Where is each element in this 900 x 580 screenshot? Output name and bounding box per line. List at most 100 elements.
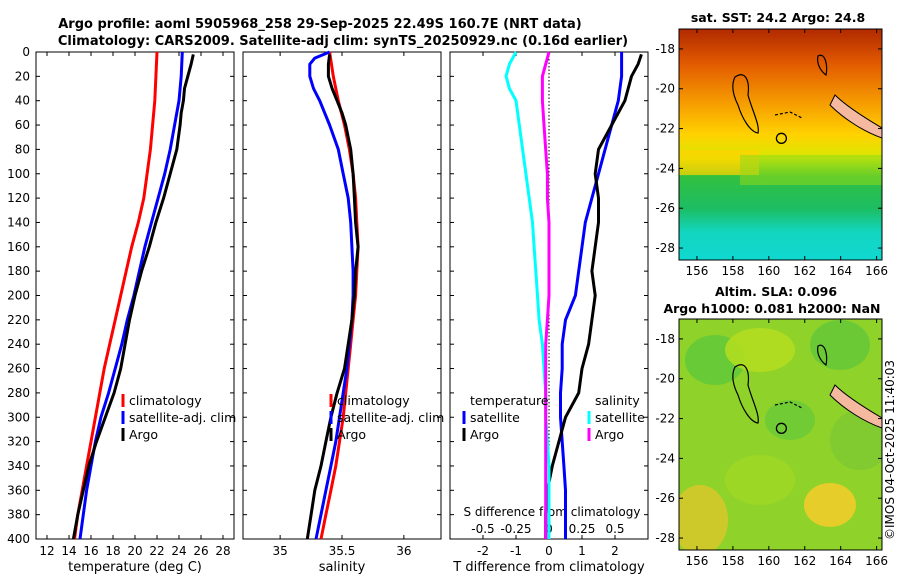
x-tick-label: 18: [105, 544, 120, 558]
map-y-tick-label: -24: [655, 161, 675, 175]
map-y-tick-label: -20: [655, 82, 675, 96]
legend-climatology: climatology: [337, 393, 410, 408]
depth-tick-label: 360: [7, 483, 30, 497]
temperature-xlabel: temperature (deg C): [68, 560, 202, 575]
profile-lines: [71, 50, 643, 540]
map-x-tick-label: 160: [757, 264, 780, 278]
depth-tick-label: 200: [7, 289, 30, 303]
map-y-tick-label: -24: [655, 451, 675, 465]
new-caledonia-coastline: [732, 74, 759, 134]
profile-satellite-adj-clim: [78, 51, 184, 540]
map-x-tick-label: 158: [721, 264, 744, 278]
depth-tick-label: 280: [7, 386, 30, 400]
s-diff-tick-label: -0.5: [471, 522, 494, 536]
map-y-tick-label: -20: [655, 372, 675, 386]
depth-tick-label: 140: [7, 215, 30, 229]
land-patch: [829, 384, 882, 429]
x-tick-label: 20: [127, 544, 142, 558]
x-tick-label: 14: [61, 544, 76, 558]
depth-tick-label: 180: [7, 264, 30, 278]
x-tick-label: 22: [149, 544, 164, 558]
legend-t-satellite: satellite: [470, 410, 520, 425]
sla-map-title-2: Argo h1000: 0.081 h2000: NaN: [663, 301, 880, 316]
legend-satellite: satellite-adj. clim: [129, 410, 236, 425]
map-x-tick-label: 164: [829, 264, 852, 278]
map-y-tick-label: -28: [655, 531, 675, 545]
sst-map-title: sat. SST: 24.2 Argo: 24.8: [691, 10, 865, 25]
reef-coastline: [774, 111, 803, 119]
argo-position-marker: [775, 422, 788, 434]
profile-s-argo: [540, 51, 551, 539]
legend-argo: Argo: [337, 427, 366, 442]
sla-map: [679, 319, 882, 550]
x-tick-label: 2: [611, 544, 619, 558]
salinity-plot-frame: [242, 51, 442, 540]
sla-map-axes: 156 158 160 162 164 166 -18 -20 -22 -24 -26 -28: [655, 319, 888, 568]
difference-xlabel: T difference from climatology: [452, 560, 645, 575]
sla-map-frame: [678, 318, 883, 551]
profile-argo: [305, 54, 360, 540]
depth-tick-label: 340: [7, 459, 30, 473]
depth-tick-label: 260: [7, 362, 30, 376]
depth-tick-label: 20: [15, 69, 30, 83]
profile-satellite-adj-clim: [308, 50, 355, 540]
x-tick-label: 36: [396, 544, 411, 558]
map-y-tick-label: -28: [655, 241, 675, 255]
legend-s-argo: Argo: [595, 427, 624, 442]
depth-tick-label: 240: [7, 337, 30, 351]
sst-mid-patch: [740, 155, 882, 185]
title-line-1: Argo profile: aoml 5905968_258 29-Sep-20…: [58, 17, 582, 32]
map-y-tick-label: -18: [655, 332, 675, 346]
profile-t-argo: [544, 53, 643, 539]
s-diff-tick-label: -0.25: [500, 522, 531, 536]
depth-tick-label: 400: [7, 532, 30, 546]
map-x-tick-label: 156: [686, 554, 709, 568]
map-y-tick-label: -18: [655, 42, 675, 56]
sst-map: [679, 29, 882, 260]
map-y-tick-label: -26: [655, 201, 675, 215]
map-y-tick-label: -22: [655, 412, 675, 426]
map-x-tick-label: 166: [865, 264, 888, 278]
depth-tick-label: 100: [7, 167, 30, 181]
depth-tick-label: 60: [15, 118, 30, 132]
x-tick-label: 28: [215, 544, 230, 558]
difference-xlabel-top: S difference from climatology: [464, 505, 641, 519]
legend-title-temperature: temperature: [470, 393, 549, 408]
x-tick-label: 26: [193, 544, 208, 558]
map-x-tick-label: 160: [757, 554, 780, 568]
sst-field: [679, 29, 882, 260]
salinity-legend: climatology satellite-adj. clim Argo: [329, 393, 444, 442]
title-line-2: Climatology: CARS2009. Satellite-adj cli…: [58, 34, 628, 49]
map-x-tick-label: 158: [721, 554, 744, 568]
depth-tick-label: 300: [7, 410, 30, 424]
depth-tick-label: 40: [15, 94, 30, 108]
depth-tick-label: 80: [15, 142, 30, 156]
s-diff-tick-label: 0.25: [569, 522, 596, 536]
legend-title-salinity: salinity: [595, 393, 640, 408]
sst-map-frame: [678, 28, 883, 261]
depth-tick-label: 380: [7, 508, 30, 522]
depth-tick-label: 120: [7, 191, 30, 205]
depth-tick-label: 320: [7, 435, 30, 449]
profile-argo: [71, 54, 195, 540]
new-caledonia-coastline: [732, 364, 759, 424]
map-x-tick-label: 156: [686, 264, 709, 278]
x-tick-label: 12: [39, 544, 54, 558]
x-tick-label: 16: [83, 544, 98, 558]
depth-tick-label: 0: [22, 45, 30, 59]
profile-s-satellite: [504, 51, 551, 539]
profile-t-satellite: [559, 52, 624, 539]
map-x-tick-label: 162: [793, 554, 816, 568]
sla-map-title-1: Altim. SLA: 0.096: [715, 284, 837, 299]
legend-s-satellite: satellite: [595, 410, 645, 425]
map-x-tick-label: 162: [793, 264, 816, 278]
depth-tick-label: 220: [7, 313, 30, 327]
land-patch: [829, 94, 882, 139]
watermark: ©IMOS 04-Oct-2025 11:40:03: [883, 360, 897, 540]
x-tick-label: 24: [171, 544, 186, 558]
legend-satellite: satellite-adj. clim: [337, 410, 444, 425]
x-tick-label: 1: [578, 544, 586, 558]
x-tick-label: 35: [272, 544, 287, 558]
x-tick-label: -1: [510, 544, 522, 558]
